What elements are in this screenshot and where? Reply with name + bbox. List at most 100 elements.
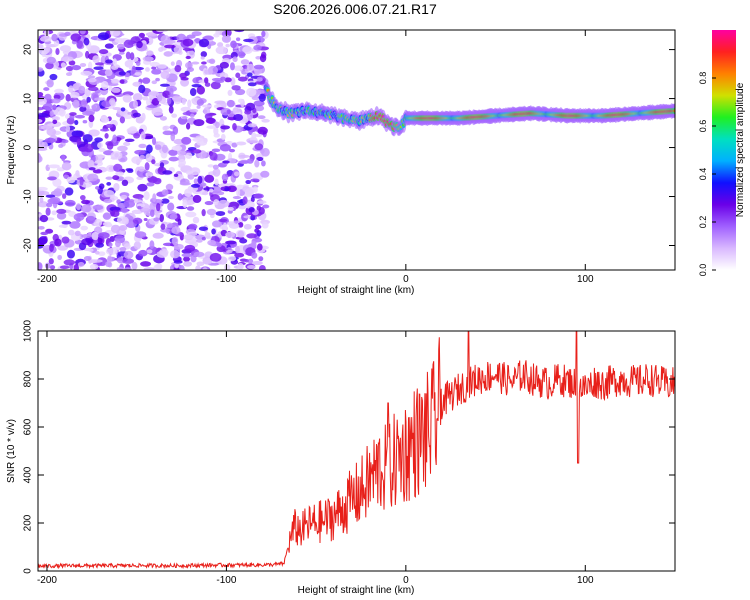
spectrogram-noise-cell xyxy=(179,182,191,186)
spectrogram-noise-cell xyxy=(205,117,216,124)
spectrogram-noise-cell xyxy=(66,72,73,77)
spectrogram-noise-cell xyxy=(168,156,179,162)
spectrogram-noise-cell xyxy=(146,249,153,254)
spectrogram-noise-cell xyxy=(109,97,116,106)
spectrogram-noise-cell xyxy=(119,79,125,84)
snr-y-tick-label: 400 xyxy=(23,466,34,483)
spectrogram-noise-cell xyxy=(247,258,254,264)
spectrogram-noise-cell xyxy=(57,245,68,251)
spectrogram-noise-cell xyxy=(241,65,249,69)
spectrogram-noise-cell xyxy=(126,168,134,173)
spectrogram-noise-cell xyxy=(105,59,113,64)
spectrogram-noise-cell xyxy=(149,61,160,67)
spectrogram-noise-cell xyxy=(113,182,120,192)
spectrogram-noise-cell xyxy=(220,125,231,130)
spectrogram-noise-cell xyxy=(87,159,95,167)
spectrogram-noise-cell xyxy=(38,112,49,118)
spectrogram-noise-cell xyxy=(54,238,62,247)
spectrogram-noise-cell xyxy=(102,222,108,226)
spectrogram-noise-cell xyxy=(248,206,255,213)
spectrogram-noise-cell xyxy=(261,147,270,157)
spectrogram-noise-cell xyxy=(191,149,202,154)
spectrogram-noise-cell xyxy=(121,216,129,225)
spectrogram-noise-cell xyxy=(213,199,220,206)
spectrogram-noise-cell xyxy=(39,35,52,43)
spectrogram-noise-cell xyxy=(198,38,210,48)
spectrogram-noise-cell xyxy=(80,194,86,201)
spectrogram-noise-cell xyxy=(87,75,96,79)
snr-panel: -200 -100 0 100 0 200 400 600 800 1000 Height of… xyxy=(6,319,676,596)
spectrogram-noise-cell xyxy=(87,61,93,70)
spectrogram-noise-cell xyxy=(179,72,187,79)
spectrogram-x-label: Height of straight line (km) xyxy=(298,285,415,296)
spectrogram-noise-cell xyxy=(258,93,266,102)
spectrogram-noise-cell xyxy=(61,236,70,244)
spectrogram-noise-cell xyxy=(134,149,146,155)
spectrogram-noise-cell xyxy=(110,65,119,70)
spectrogram-noise-cell xyxy=(119,247,127,252)
spectrogram-noise-cell xyxy=(129,52,135,61)
spectrogram-noise-cell xyxy=(81,199,91,205)
spectrogram-noise-cell xyxy=(38,153,42,163)
spectrogram-noise-cell xyxy=(150,91,160,96)
spectrogram-noise-cell xyxy=(242,196,248,205)
spectrogram-noise-cell xyxy=(38,262,43,270)
spectrogram-noise-cell xyxy=(213,133,220,138)
spectrogram-noise-cell xyxy=(78,85,86,94)
spectrogram-noise-cell xyxy=(212,168,221,177)
spectrogram-noise-cell xyxy=(181,253,193,258)
spectrogram-noise-cell xyxy=(131,65,136,75)
spectrogram-noise-cell xyxy=(132,100,138,109)
spectrogram-noise-cell xyxy=(180,77,189,81)
spectrogram-noise-cell xyxy=(98,232,110,239)
spectrogram-noise-cell xyxy=(185,55,191,60)
spectrogram-noise-cell xyxy=(173,44,182,54)
spectrogram-noise-cell xyxy=(171,113,178,118)
spectrogram-noise-cell xyxy=(185,211,197,218)
snr-series-line xyxy=(38,331,675,570)
spectrogram-noise-cell xyxy=(46,128,57,136)
spectrogram-noise-cell xyxy=(58,143,64,148)
spectrogram-noise-cell xyxy=(58,224,68,228)
spectrogram-noise-cell xyxy=(211,220,222,228)
spectrogram-noise-cell xyxy=(86,96,91,103)
spectrogram-noise-cell xyxy=(105,123,114,129)
spectrogram-noise-cell xyxy=(91,104,97,111)
spectrogram-noise-cell xyxy=(145,98,152,106)
spectrogram-noise-cell xyxy=(79,30,86,35)
spectrogram-noise-cell xyxy=(250,178,260,183)
spectrogram-noise-cell xyxy=(229,148,236,153)
spectrogram-noise-cell xyxy=(161,189,169,196)
spectrogram-noise-cell xyxy=(38,119,43,123)
spectrogram-noise-cell xyxy=(220,133,226,141)
spectrogram-noise-cell xyxy=(92,55,100,63)
spectrogram-noise-cell xyxy=(74,120,79,126)
spectrogram-noise-cell xyxy=(152,137,157,146)
spectrogram-noise-cell xyxy=(45,62,54,70)
spectrogram-y-ticks: -20 -10 0 10 20 xyxy=(23,44,675,253)
spectrogram-noise-cell xyxy=(38,140,45,149)
spectrogram-noise-cell xyxy=(132,112,141,118)
spectrogram-noise-cell xyxy=(178,158,186,167)
spectrogram-noise-cell xyxy=(49,73,58,81)
spectrogram-noise-cell xyxy=(230,40,237,49)
spectrogram-noise-cell xyxy=(244,171,253,180)
spectrogram-noise-cell xyxy=(170,132,176,142)
spectrogram-noise-cell xyxy=(152,232,164,239)
snr-x-tick-label: 0 xyxy=(403,575,409,586)
spectrogram-noise-cell xyxy=(171,145,183,151)
spectrogram-noise-cell xyxy=(156,250,168,258)
spectrogram-noise-cell xyxy=(126,127,138,134)
spectrogram-noise-cell xyxy=(132,93,143,102)
spectrogram-noise-cell xyxy=(116,199,121,205)
spectrogram-noise-cell xyxy=(88,86,99,92)
spectrogram-noise-cell xyxy=(225,231,236,238)
spectrogram-noise-cell xyxy=(141,112,146,122)
spectrogram-noise-cell xyxy=(159,116,168,121)
spectrogram-noise-cell xyxy=(255,56,262,60)
spectrogram-noise-cell xyxy=(142,56,154,62)
spectrogram-noise-cell xyxy=(39,214,49,223)
spectrogram-noise-cell xyxy=(137,183,148,192)
spectrogram-noise-cell xyxy=(193,119,205,127)
